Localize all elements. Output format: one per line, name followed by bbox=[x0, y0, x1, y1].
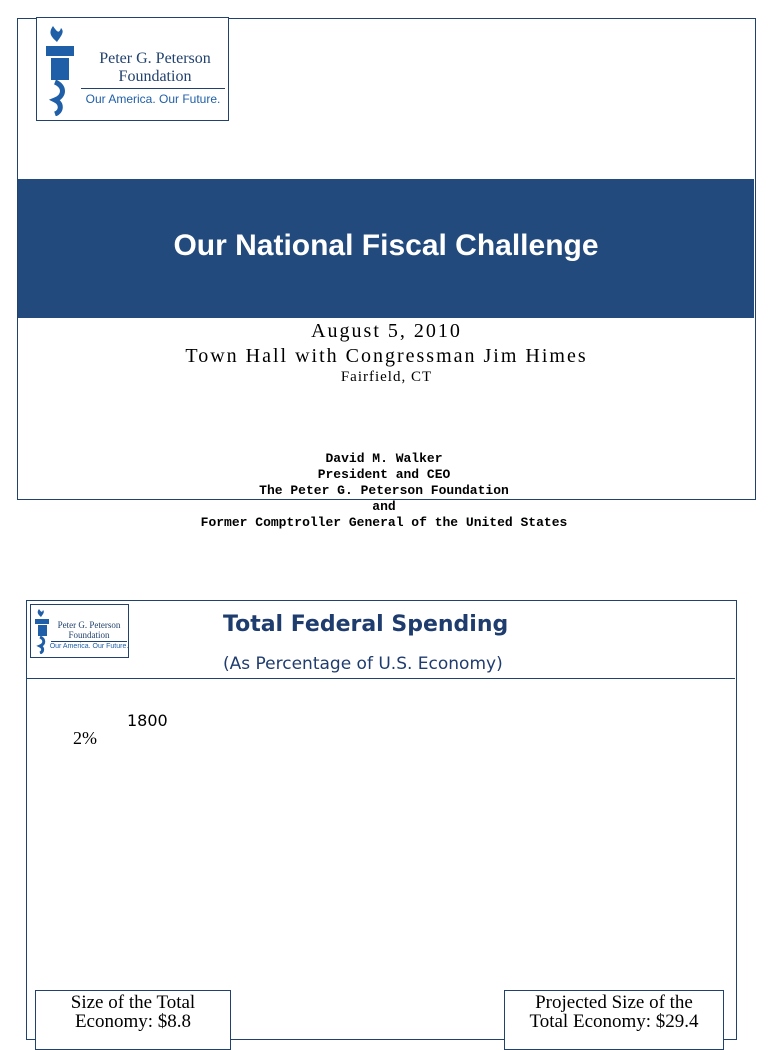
torch-icon bbox=[35, 609, 49, 654]
event: Town Hall with Congressman Jim Himes bbox=[185, 345, 588, 367]
speaker-line: President and CEO bbox=[317, 467, 451, 482]
logo-tagline: Our America. Our Future. bbox=[85, 92, 221, 106]
logo-tagline: Our America. Our Future. bbox=[49, 643, 129, 650]
logo-name: Foundation bbox=[118, 68, 192, 85]
box-line: Economy: $8.8 bbox=[74, 1011, 192, 1032]
location: Fairfield, CT bbox=[340, 369, 433, 385]
speaker-line: The Peter G. Peterson Foundation bbox=[259, 483, 509, 498]
page: {"slide1": {"logo": {"name_line1": "Pete… bbox=[0, 17, 768, 1050]
header-rule bbox=[27, 678, 735, 679]
box-line: Size of the Total bbox=[70, 992, 196, 1013]
slide-title: Total Federal Spending bbox=[223, 612, 509, 637]
speaker-line: Former Comptroller General of the United… bbox=[200, 515, 568, 530]
logo-name: Peter G. Peterson bbox=[57, 620, 121, 630]
text-box: Size of the Total Economy: $8.8 bbox=[35, 990, 231, 1050]
slide: Total Federal Spending (As Percentage of… bbox=[26, 600, 737, 1040]
speaker-line: and bbox=[372, 499, 396, 514]
logo-name: Foundation bbox=[68, 630, 110, 640]
percent-label: 2% bbox=[73, 728, 97, 748]
logo-name: Peter G. Peterson bbox=[99, 50, 211, 67]
speaker-line: David M. Walker bbox=[325, 451, 443, 466]
logo-rule bbox=[51, 641, 127, 642]
date: August 5, 2010 bbox=[311, 320, 462, 342]
slide-title: Our National Fiscal Challenge bbox=[173, 229, 599, 262]
logo: Peter G. Peterson Foundation Our America… bbox=[36, 17, 229, 121]
box-line: Projected Size of the bbox=[535, 992, 693, 1013]
box-line: Total Economy: $29.4 bbox=[529, 1011, 699, 1032]
title-band: Our National Fiscal Challenge bbox=[18, 179, 754, 318]
year-label: 1800 bbox=[127, 711, 168, 730]
slide-subtitle: (As Percentage of U.S. Economy) bbox=[223, 654, 503, 674]
logo: Peter G. Peterson Foundation Our America… bbox=[30, 604, 129, 658]
logo-rule bbox=[81, 88, 225, 89]
torch-icon bbox=[46, 26, 74, 116]
text-box: Projected Size of the Total Economy: $29… bbox=[504, 990, 724, 1050]
slide: Our National Fiscal Challenge August 5, … bbox=[17, 18, 756, 500]
speaker-block: David M. Walker President and CEO The Pe… bbox=[0, 451, 768, 531]
